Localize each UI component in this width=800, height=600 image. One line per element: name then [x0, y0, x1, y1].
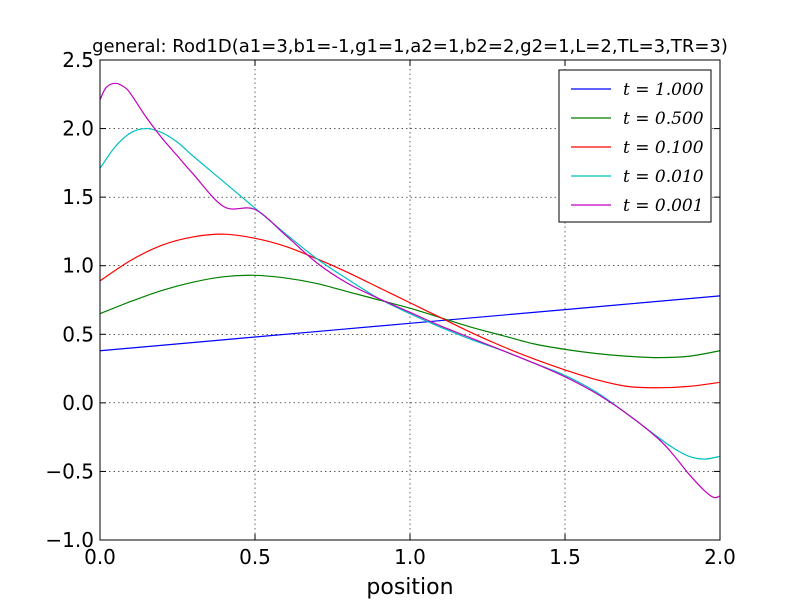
- y-tick-label: 1.5: [62, 185, 94, 209]
- legend-label: t = 0.010: [623, 167, 704, 187]
- x-tick-label: 0.5: [239, 545, 271, 569]
- y-tick-label: 2.0: [62, 117, 94, 141]
- series-layer: [99, 82, 721, 499]
- series-line-5: [99, 82, 721, 499]
- series-line-4: [99, 127, 721, 460]
- series-line-3: [99, 233, 721, 389]
- legend: t = 1.000 t = 0.500 t = 0.100 t = 0.010 t = …: [558, 69, 712, 223]
- series-line-2: [99, 274, 721, 359]
- y-tick-label: 0.0: [62, 391, 94, 415]
- x-tick-label: 1.5: [549, 545, 581, 569]
- legend-label: t = 0.001: [623, 196, 704, 216]
- x-tick-label: 2.0: [704, 545, 736, 569]
- y-tick-label: 1.0: [62, 254, 94, 278]
- x-tick-label: 1.0: [394, 545, 426, 569]
- ticks: 0.0 0.5 1.0 1.5 2.0 −1.0 −0.5 0.0 0.5 1.0 1.5 2.0 2.…: [45, 48, 735, 569]
- y-tick-label: −1.0: [45, 528, 94, 552]
- y-tick-label: 0.5: [62, 322, 94, 346]
- legend-label: t = 0.500: [623, 109, 704, 129]
- legend-label: t = 1.000: [623, 80, 704, 100]
- x-tick-label: 0.0: [84, 545, 116, 569]
- series-line-1: [99, 295, 721, 352]
- legend-label: t = 0.100: [623, 138, 704, 158]
- y-tick-label: 2.5: [62, 48, 94, 72]
- legend-box: [558, 69, 712, 223]
- y-tick-label: −0.5: [45, 459, 94, 483]
- x-axis-label: position: [366, 575, 453, 600]
- chart-title: general: Rod1D(a1=3,b1=-1,g1=1,a2=1,b2=2…: [92, 36, 728, 57]
